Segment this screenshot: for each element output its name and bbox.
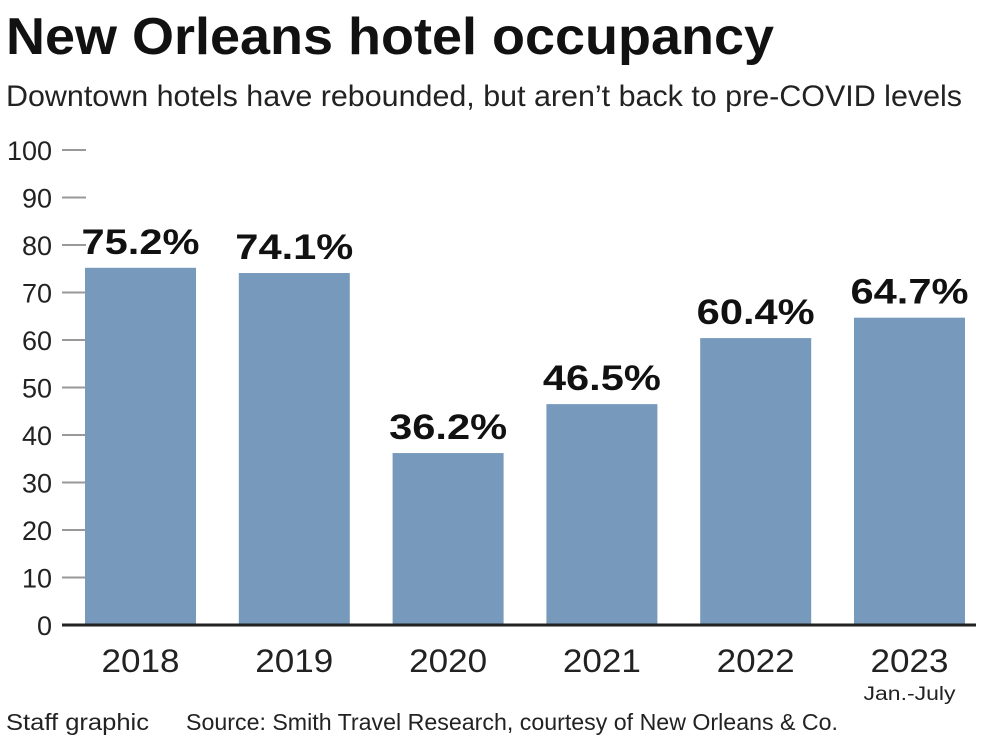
- y-tick-label: 90: [22, 184, 52, 214]
- data-label: 46.5%: [543, 359, 661, 398]
- source: Source: Smith Travel Research, courtesy …: [186, 709, 838, 735]
- bar-2021: [546, 404, 658, 625]
- x-tick-label: 2023: [871, 643, 949, 679]
- bar-2020: [392, 453, 504, 625]
- x-tick-label: 2020: [409, 643, 487, 679]
- y-tick-label: 0: [37, 611, 52, 641]
- y-tick-label: 30: [22, 469, 52, 499]
- credit: Staff graphic: [6, 709, 149, 735]
- y-tick-label: 70: [22, 279, 52, 309]
- chart-title: New Orleans hotel occupancy: [6, 8, 774, 66]
- y-axis: 0 10 20 30 40 50 60 70 80 90 100: [7, 136, 86, 641]
- bar-2023: [854, 317, 965, 625]
- bar-2019: [238, 273, 350, 625]
- x-tick-label: 2022: [717, 643, 795, 679]
- y-tick-label: 60: [22, 326, 52, 356]
- y-tick-label: 80: [22, 231, 52, 261]
- bar-2018: [85, 267, 196, 625]
- x-tick-label: 2021: [563, 643, 641, 679]
- data-label: 74.1%: [235, 228, 353, 267]
- bars: 75.2% 74.1% 36.2% 46.5% 60.4% 64.7%: [82, 223, 969, 625]
- data-label: 64.7%: [851, 273, 969, 312]
- data-label: 60.4%: [697, 293, 815, 332]
- x-tick-label: 2019: [255, 643, 333, 679]
- chart-subtitle: Downtown hotels have rebounded, but aren…: [6, 80, 962, 113]
- x-tick-label: 2018: [102, 643, 180, 679]
- y-tick-label: 20: [22, 516, 52, 546]
- bar-2022: [700, 338, 812, 625]
- y-tick-label: 50: [22, 374, 52, 404]
- y-tick-label: 40: [22, 421, 52, 451]
- data-label: 75.2%: [82, 223, 200, 262]
- x-tick-sublabel: Jan.-July: [864, 684, 957, 705]
- data-label: 36.2%: [389, 408, 507, 447]
- x-axis: 2018 2019 2020 2021 2022 2023 Jan.-July: [102, 643, 957, 705]
- y-tick-label: 10: [22, 564, 52, 594]
- y-tick-label: 100: [7, 136, 52, 166]
